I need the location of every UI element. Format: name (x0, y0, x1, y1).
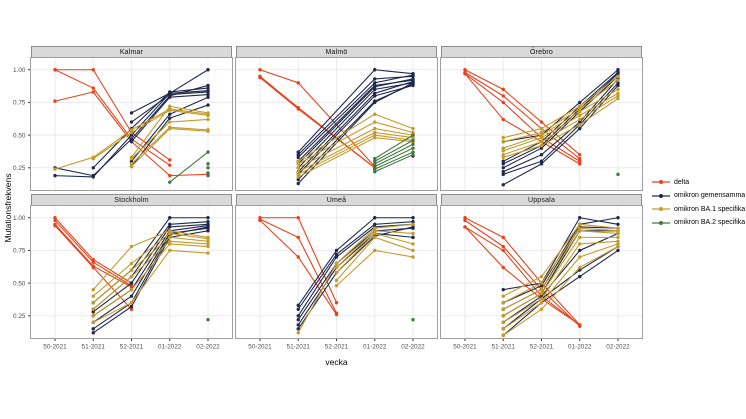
x-tick-label: 51-2021 (82, 344, 106, 351)
x-tick-label: 50-2021 (43, 344, 67, 351)
y-tick-label: 0.75 (13, 248, 26, 255)
y-tick-label: 0.50 (13, 132, 26, 139)
legend-entry-gemensamma: omikron gemensamma (652, 192, 745, 200)
y-tick-label: 0.50 (13, 280, 26, 287)
legend-key-icon (652, 180, 670, 184)
panel-plot-stockholm: 0.25 0.50 0.75 1.00 50-2021 51-2021 52-2021 01-… (13, 205, 233, 351)
facet-strip-label: Örebro (441, 46, 642, 58)
y-tick-label: 0.25 (13, 313, 26, 320)
x-tick-label: 02-2022 (401, 344, 425, 351)
y-tick-label: 1.00 (13, 215, 26, 222)
x-tick-label: 02-2022 (196, 344, 220, 351)
legend-entry-ba1: omikron BA.1 specifika (652, 205, 745, 213)
legend-key-icon (652, 193, 670, 198)
x-tick-label: 02-2022 (606, 344, 630, 351)
legend-label: delta (674, 178, 690, 186)
facet-panel--rebro: Örebro (440, 46, 643, 191)
x-tick-label: 01-2022 (363, 344, 387, 351)
facet-panel-uppsala: Uppsala 50-2021 51-2021 52-2021 01-2022 02-20… (440, 194, 643, 351)
facet-panel-malm-: Malmö (235, 46, 438, 191)
x-axis-title: vecka (325, 357, 348, 367)
facet-strip-label: Uppsala (441, 194, 642, 206)
legend: delta omikron gemensamma omikron BA.1 spec… (652, 178, 745, 227)
facet-grid: Kalmar 0.25 0.50 0.75 1.00 Malmö Örebro Stockho… (13, 46, 643, 351)
facet-strip-label: Umeå (236, 194, 437, 206)
legend-entry-delta: delta (652, 178, 745, 186)
x-tick-label: 51-2021 (287, 344, 311, 351)
x-tick-label: 01-2022 (568, 344, 592, 351)
legend-label: omikron BA.1 specifika (674, 205, 746, 213)
facet-panel-ume-: Umeå 50-2021 51-2021 52-2021 01-2022 02-2022 (235, 194, 438, 351)
facet-panel-kalmar: Kalmar 0.25 0.50 0.75 1.00 (13, 46, 233, 191)
x-tick-label: 50-2021 (453, 344, 477, 351)
panel-plot-uppsala: 50-2021 51-2021 52-2021 01-2022 02-2022 (440, 205, 643, 351)
x-tick-label: 52-2021 (530, 344, 554, 351)
legend-label: omikron BA.2 specifika (674, 219, 746, 226)
y-tick-label: 1.00 (13, 67, 26, 74)
panel-plot-kalmar: 0.25 0.50 0.75 1.00 (13, 57, 233, 191)
panel-plot-malm- (235, 57, 438, 191)
panel-plot--rebro (440, 57, 643, 191)
y-tick-label: 0.25 (13, 165, 26, 172)
y-tick-label: 0.75 (13, 100, 26, 107)
x-tick-label: 52-2021 (120, 344, 144, 351)
legend-entry-ba2: omikron BA.2 specifika (652, 219, 745, 227)
legend-label: omikron gemensamma (674, 192, 746, 199)
facet-strip-label: Kalmar (31, 46, 232, 58)
facet-panel-stockholm: Stockholm 0.25 0.50 0.75 1.00 50-2021 51-2021 5… (13, 194, 233, 351)
facet-strip-label: Malmö (236, 46, 437, 58)
y-axis-title: Mutationsfrekvens (3, 173, 13, 243)
panel-plot-ume-: 50-2021 51-2021 52-2021 01-2022 02-2022 (235, 205, 438, 351)
x-tick-label: 52-2021 (325, 344, 349, 351)
x-tick-label: 51-2021 (492, 344, 516, 351)
x-tick-label: 01-2022 (158, 344, 182, 351)
legend-key-icon (652, 207, 670, 211)
legend-key-icon (652, 220, 670, 225)
facet-strip-label: Stockholm (31, 194, 232, 206)
x-tick-label: 50-2021 (248, 344, 272, 351)
